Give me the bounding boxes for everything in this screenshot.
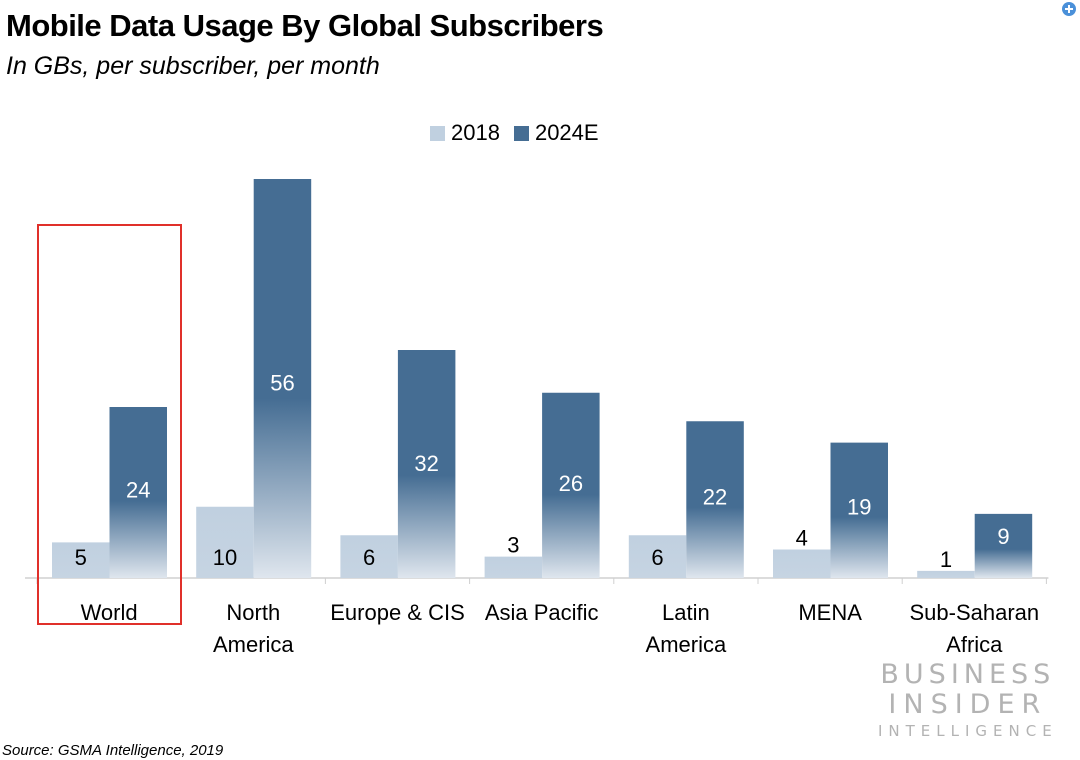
logo-line-2: INSIDER: [888, 689, 1048, 720]
data-label-2024e: 22: [703, 484, 727, 509]
bar-2024e: [109, 407, 167, 578]
data-label-2024e: 19: [847, 494, 871, 519]
bar-2024e: [397, 350, 456, 578]
x-tick-label: Africa: [946, 632, 1003, 657]
logo-line-1: BUSINESS: [880, 659, 1056, 690]
legend-item-2024e: 2024E: [513, 120, 599, 146]
chart-subtitle: In GBs, per subscriber, per month: [6, 52, 380, 80]
x-tick-label: Sub-Saharan: [909, 600, 1039, 625]
bar-2018: [773, 549, 831, 578]
x-tick-label: America: [213, 632, 294, 657]
x-tick-label: World: [81, 600, 138, 625]
legend-item-2018: 2018: [430, 120, 500, 146]
x-tick-label: Asia Pacific: [485, 600, 599, 625]
x-tick-label: North: [226, 600, 280, 625]
x-tick-label: MENA: [798, 600, 862, 625]
bar-2024e: [686, 421, 744, 578]
legend: 2018 2024E: [430, 120, 613, 146]
zoom-in-icon[interactable]: [1062, 2, 1076, 16]
legend-swatch-2024e: [513, 125, 529, 141]
data-label-2024e: 26: [559, 471, 583, 496]
data-label-2018: 6: [651, 545, 663, 570]
x-tick-label: Europe & CIS: [330, 600, 465, 625]
bar-2018: [340, 535, 398, 578]
data-label-2024e: 24: [126, 478, 150, 503]
logo-line-3: INTELLIGENCE: [878, 722, 1058, 740]
bar-2018: [917, 570, 975, 578]
data-label-2018: 6: [363, 545, 375, 570]
highlight-box-world: [37, 224, 182, 625]
bar-2024e: [542, 392, 600, 578]
x-tick-label: Latin: [662, 600, 710, 625]
data-label-2018: 10: [213, 545, 237, 570]
bar-2018: [628, 535, 687, 578]
bar-2024e: [974, 513, 1033, 578]
legend-swatch-2018: [430, 125, 445, 141]
data-label-2024e: 56: [270, 370, 294, 395]
source-note: Source: GSMA Intelligence, 2019: [2, 742, 224, 759]
data-label-2024e: 9: [997, 524, 1009, 549]
bar-2018: [196, 506, 254, 578]
bar-2018: [52, 542, 110, 578]
business-insider-intelligence-logo: BUSINESS INSIDER INTELLIGENCE: [878, 660, 1058, 742]
bar-2024e: [830, 442, 888, 578]
chart-title: Mobile Data Usage By Global Subscribers: [6, 8, 604, 43]
bar-2024e: [253, 179, 312, 578]
legend-label-2018: 2018: [451, 120, 500, 145]
data-label-2018: 3: [507, 533, 519, 558]
data-label-2018: 5: [75, 545, 87, 570]
x-tick-label: America: [646, 632, 727, 657]
bar-2018: [484, 556, 543, 578]
legend-label-2024e: 2024E: [534, 120, 599, 145]
data-label-2024e: 32: [414, 451, 438, 476]
data-label-2018: 4: [796, 526, 808, 551]
data-label-2018: 1: [940, 547, 952, 572]
